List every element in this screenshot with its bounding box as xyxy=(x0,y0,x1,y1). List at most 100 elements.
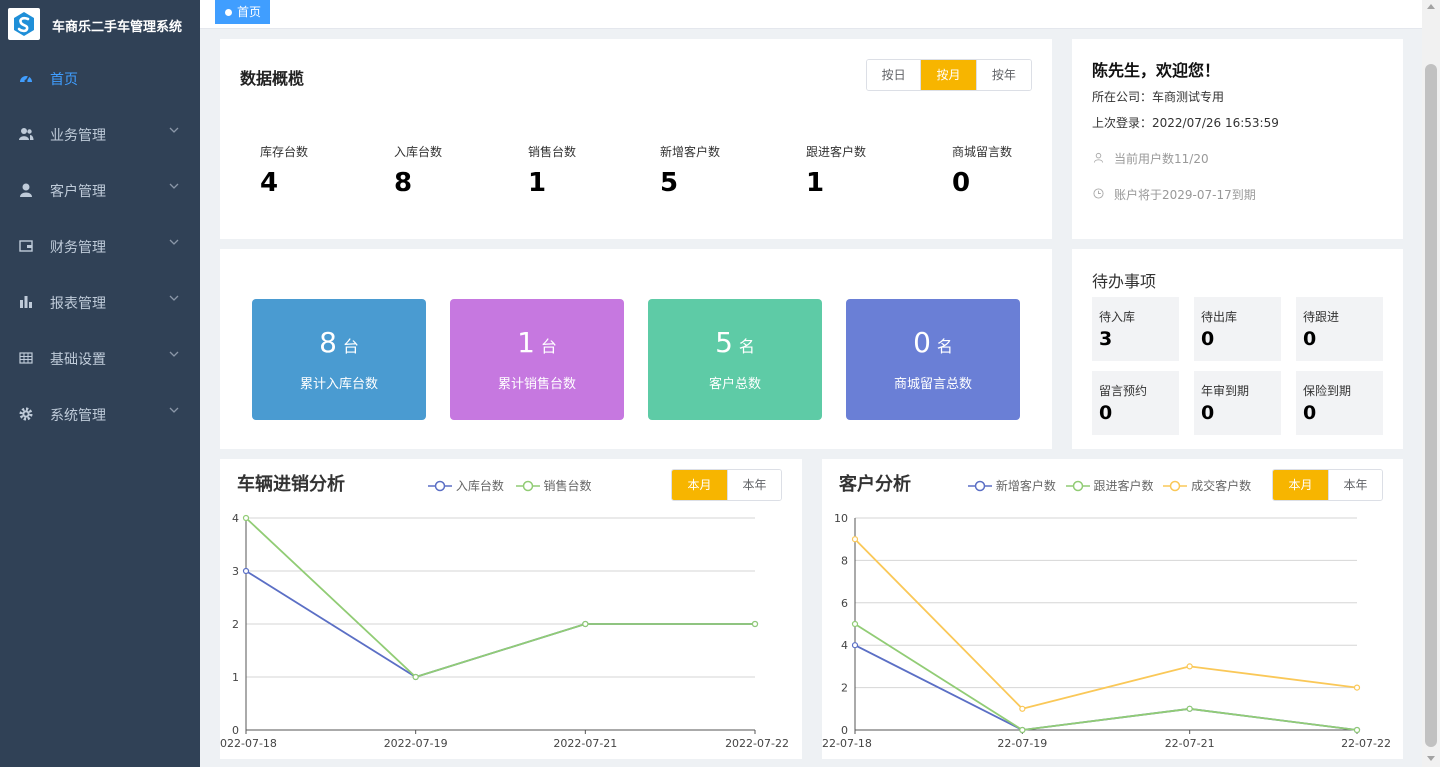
sidebar-item-label: 报表管理 xyxy=(50,296,106,312)
sidebar-item-label: 业务管理 xyxy=(50,128,106,144)
bar-chart-icon xyxy=(20,296,32,308)
series-line xyxy=(854,538,1358,710)
stat-value: 8 xyxy=(394,168,413,198)
data-point xyxy=(1186,705,1193,712)
chevron-down-icon xyxy=(169,183,179,189)
legend-label: 入库台数 xyxy=(455,479,504,493)
stat-value: 0 xyxy=(952,168,971,198)
todo-label: 待出库 xyxy=(1201,310,1238,324)
sidebar-item-label: 客户管理 xyxy=(50,184,106,200)
y-tick-label: 4 xyxy=(232,512,239,525)
filter-year-button[interactable]: 按年 xyxy=(975,60,1031,90)
stat-label: 入库台数 xyxy=(394,145,443,159)
x-tick-label: 22-07-22 xyxy=(1341,737,1391,750)
scroll-thumb[interactable] xyxy=(1425,64,1437,747)
series-line xyxy=(245,517,755,679)
sidebar-item-business[interactable]: 业务管理 xyxy=(0,106,200,162)
legend-item[interactable]: 跟进客户数 xyxy=(1065,479,1154,493)
chart-legend: 入库台数 销售台数 xyxy=(428,477,592,494)
sidebar-item-settings[interactable]: 基础设置 xyxy=(0,330,200,386)
todo-item-insurance-due[interactable]: 保险到期 0 xyxy=(1296,371,1383,435)
data-point xyxy=(412,673,419,681)
scroll-up-icon[interactable] xyxy=(1427,4,1435,9)
app-title: 车商乐二手车管理系统 xyxy=(52,20,183,35)
legend-line-icon xyxy=(515,480,540,492)
todo-label: 留言预约 xyxy=(1099,384,1148,398)
chart-legend: 新增客户数 跟进客户数 成交客户数 xyxy=(968,477,1251,494)
sidebar: 车商乐二手车管理系统 首页 业务管理 客户管理 财务管理 报表管理 基础设置 系… xyxy=(0,0,200,767)
summary-value: 5 xyxy=(715,326,733,359)
stat-stock-in: 入库台数 8 xyxy=(394,143,442,198)
sidebar-item-home[interactable]: 首页 xyxy=(0,50,200,106)
legend-line-icon xyxy=(968,480,992,492)
scroll-down-icon[interactable] xyxy=(1427,756,1435,761)
summary-label: 累计销售台数 xyxy=(497,377,576,392)
stat-label: 销售台数 xyxy=(528,145,577,159)
todo-value: 0 xyxy=(1201,328,1215,350)
chart-title: 客户分析 xyxy=(839,474,911,495)
todo-item-pending-followup[interactable]: 待跟进 0 xyxy=(1296,297,1383,361)
legend-line-icon xyxy=(1163,480,1188,492)
sidebar-item-reports[interactable]: 报表管理 xyxy=(0,274,200,330)
summary-unit: 台 xyxy=(540,337,557,356)
overview-card: 数据概榄 按日 按月 按年 库存台数 4 入库台数 8 销售台数 1 新增客户数 5 跟… xyxy=(220,39,1052,239)
data-point xyxy=(1186,663,1193,670)
todo-value: 0 xyxy=(1303,328,1317,350)
legend-label: 成交客户数 xyxy=(1191,479,1252,493)
summary-value: 8 xyxy=(319,326,337,359)
todo-value: 3 xyxy=(1099,328,1113,350)
todo-item-pending-in[interactable]: 待入库 3 xyxy=(1092,297,1179,361)
stat-value: 1 xyxy=(806,168,825,198)
sidebar-item-label: 财务管理 xyxy=(50,240,106,256)
todo-label: 待跟进 xyxy=(1303,310,1340,324)
stat-sales: 销售台数 1 xyxy=(528,143,576,198)
data-point xyxy=(242,567,250,575)
x-tick-label: 22-07-21 xyxy=(1165,737,1215,750)
y-tick-label: 2 xyxy=(232,618,239,631)
users-icon xyxy=(19,128,34,140)
todo-value: 0 xyxy=(1099,402,1113,424)
series-line xyxy=(854,623,1358,731)
stat-label: 跟进客户数 xyxy=(806,145,867,159)
user-count-text: 当前用户数11/20 xyxy=(1114,152,1209,166)
y-tick-label: 0 xyxy=(841,724,848,737)
expiry-text: 账户将于2029-07-17到期 xyxy=(1114,188,1256,202)
todo-item-reservations[interactable]: 留言预约 0 xyxy=(1092,371,1179,435)
sidebar-item-finance[interactable]: 财务管理 xyxy=(0,218,200,274)
filter-this-month-button[interactable]: 本月 xyxy=(672,470,727,500)
filter-month-button[interactable]: 按月 xyxy=(921,60,976,90)
legend-item[interactable]: 成交客户数 xyxy=(1163,479,1251,493)
sidebar-item-system[interactable]: 系统管理 xyxy=(0,386,200,442)
customer-line-chart: 0 2 4 6 8 10 22-07-18 22-07-19 22-07-21 22-07-22 xyxy=(822,512,1391,750)
filter-this-year-button[interactable]: 本年 xyxy=(1328,470,1382,500)
legend-item[interactable]: 销售台数 xyxy=(515,479,592,493)
sidebar-item-label: 基础设置 xyxy=(50,352,106,368)
customer-chart-card: 客户分析 新增客户数 跟进客户数 成交客户数 本月 本年 0 2 4 6 8 10 22-0… xyxy=(822,459,1403,759)
filter-this-year-button[interactable]: 本年 xyxy=(727,470,781,500)
gear-icon xyxy=(19,407,33,421)
sidebar-item-label: 系统管理 xyxy=(50,408,106,424)
company-text: 所在公司：车商测试专用 xyxy=(1092,90,1225,104)
todo-item-pending-out[interactable]: 待出库 0 xyxy=(1194,297,1281,361)
page-scrollbar[interactable] xyxy=(1422,0,1440,767)
legend-item[interactable]: 新增客户数 xyxy=(968,479,1056,493)
todo-item-inspection-due[interactable]: 年审到期 0 xyxy=(1194,371,1281,435)
stat-label: 库存台数 xyxy=(260,145,309,159)
y-tick-label: 4 xyxy=(841,639,848,652)
summary-value: 1 xyxy=(517,326,535,359)
filter-this-month-button[interactable]: 本月 xyxy=(1273,470,1328,500)
stat-label: 商城留言数 xyxy=(952,145,1013,159)
sidebar-item-customers[interactable]: 客户管理 xyxy=(0,162,200,218)
tab-home[interactable]: 首页 xyxy=(215,0,270,24)
todo-value: 0 xyxy=(1201,402,1215,424)
legend-item[interactable]: 入库台数 xyxy=(428,479,504,493)
y-tick-label: 1 xyxy=(232,671,239,684)
filter-day-button[interactable]: 按日 xyxy=(867,60,922,90)
data-point xyxy=(851,536,859,543)
legend-line-icon xyxy=(1065,480,1090,492)
